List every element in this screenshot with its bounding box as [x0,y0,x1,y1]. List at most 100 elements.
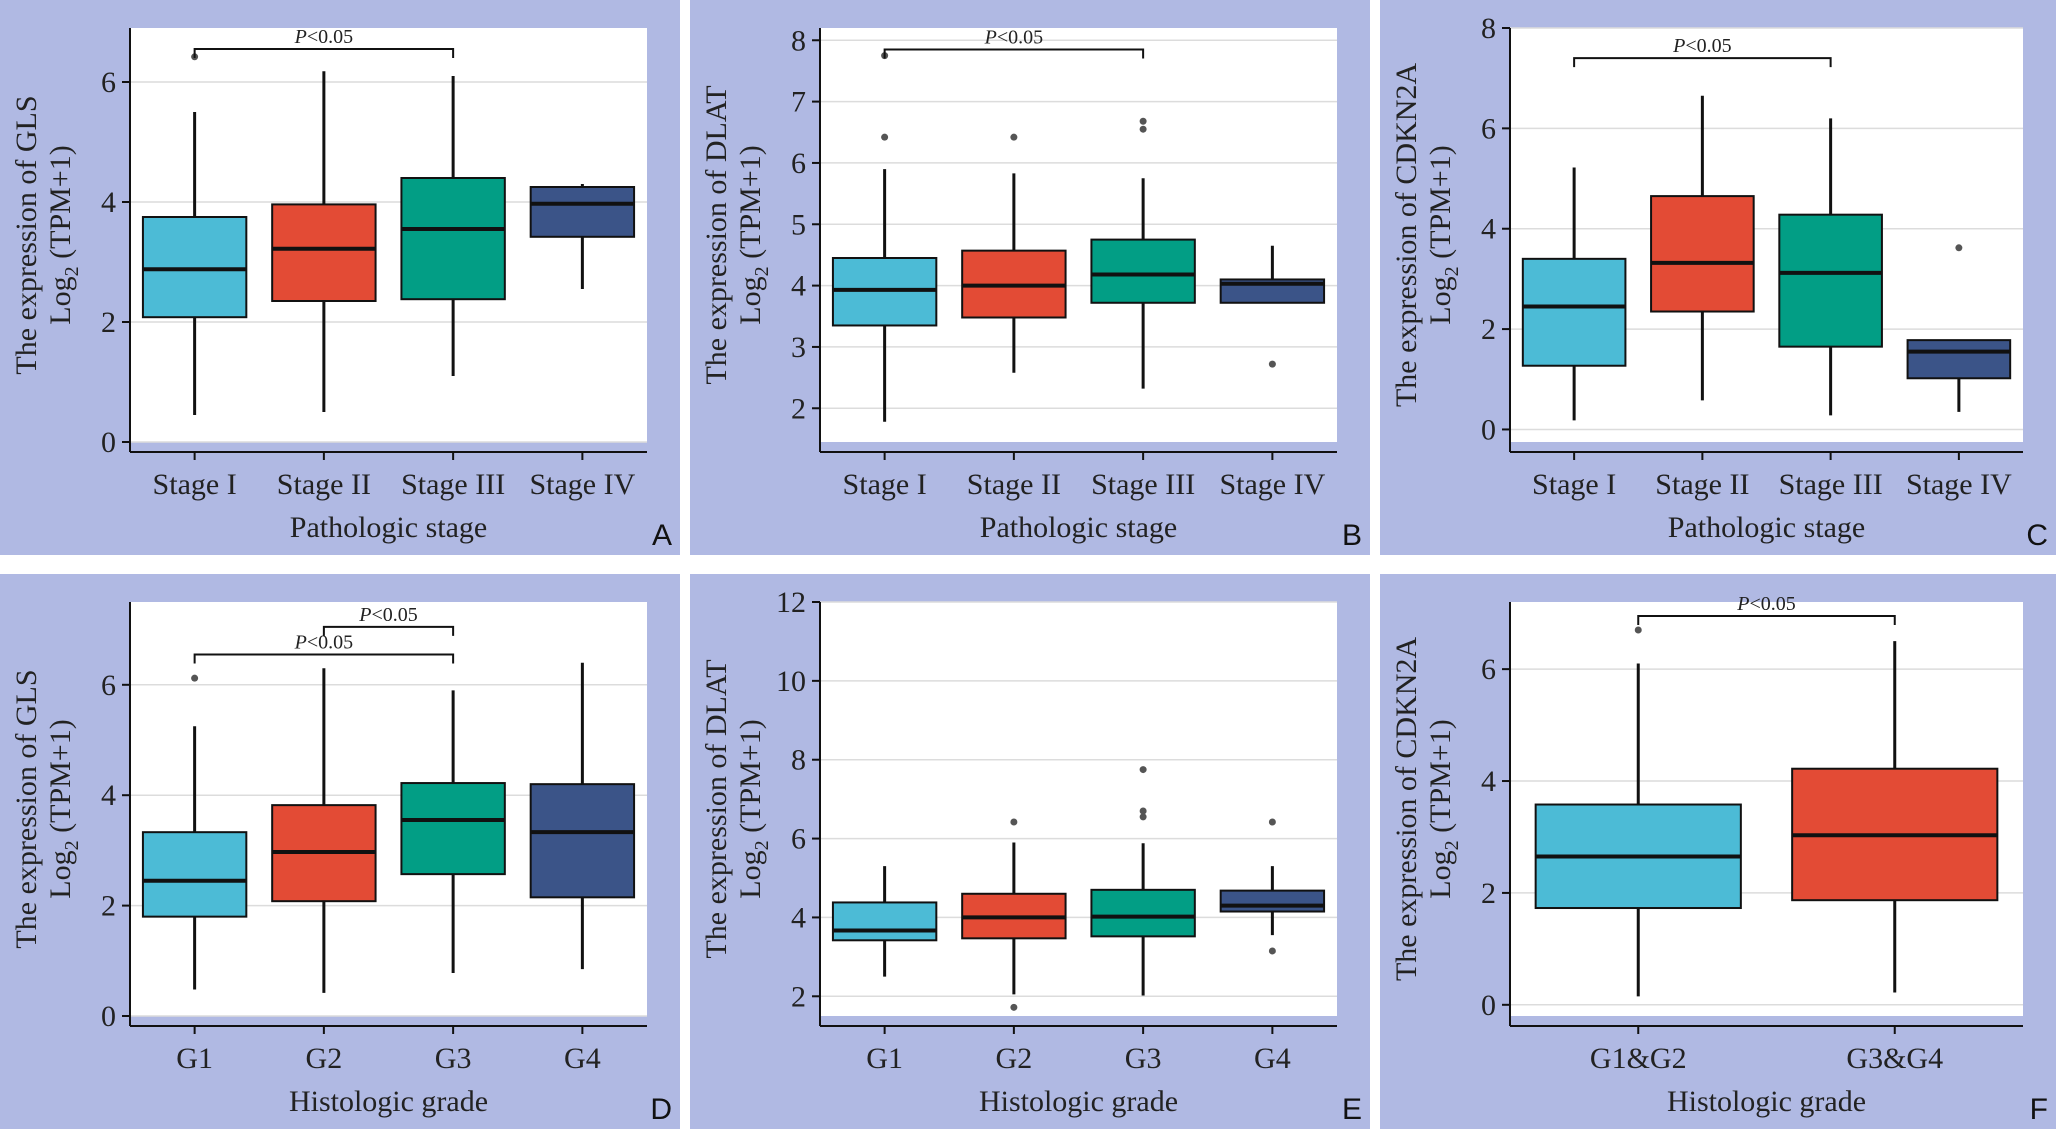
box [400,177,506,301]
y-tick-label: 6 [101,669,116,702]
x-axis-label: Histologic grade [289,1085,488,1118]
y-tick-label: 4 [101,186,116,219]
y-tick-label: 6 [791,823,806,856]
x-tick-label: Stage IV [1219,468,1325,501]
box [1090,238,1196,304]
significance-label: P<0.05 [294,26,354,48]
outlier-point [1010,133,1018,141]
y-axis-label: The expression of DLAT [700,85,733,384]
y-tick-label: 0 [101,1000,116,1033]
y-tick-label: 6 [1481,653,1496,686]
y-tick-label: 2 [791,392,806,425]
box [141,216,248,319]
y-tick-label: 8 [791,24,806,57]
chart-d: P<0.05P<0.05 0 2 4 6 G1 G2 G3 G4 Histologic grade… [0,574,680,1129]
plot-area [820,28,1337,442]
y-tick-label: 4 [1481,765,1496,798]
significance-bracket [1637,614,1896,625]
x-tick-label: Stage I [153,468,237,501]
significance-label: P<0.05 [1672,35,1732,57]
significance-label: P<0.05 [358,604,418,626]
x-tick-label: Stage III [1091,468,1195,501]
outlier-point [1139,766,1147,774]
outlier-point [1010,1003,1018,1011]
outlier-point [1010,818,1018,826]
box [529,186,636,238]
chart-c: P<0.05 0 2 4 6 8 Stage I Stage II Stage III Stage… [1380,0,2056,555]
x-tick-label: G4 [1254,1042,1291,1075]
y-tick-label: 4 [1481,213,1496,246]
x-tick-label: Stage III [401,468,505,501]
panel-letter: A [652,519,672,552]
x-tick-label: G1&G2 [1590,1042,1687,1075]
x-axis-label: Pathologic stage [1668,511,1865,544]
significance-bracket [193,653,455,664]
y-tick-label: 0 [1481,413,1496,446]
box [1650,195,1755,313]
plot-area [1510,28,2023,442]
outlier-point [1268,947,1276,955]
x-axis-label: Pathologic stage [980,511,1177,544]
chart-b: P<0.05 2 3 4 5 6 7 8 Stage I Stage II Stage III Sta… [690,0,1370,555]
x-tick-label: Stage II [1655,468,1749,501]
outlier-point [1139,125,1147,133]
significance-label: P<0.05 [294,631,354,653]
y-tick-label: 4 [791,270,806,303]
panel-letter: C [2026,519,2048,552]
y-axis-label: The expression of GLS [10,95,43,374]
y-tick-label: 6 [101,66,116,99]
outlier-point [1268,360,1276,368]
x-tick-label: Stage I [843,468,927,501]
x-axis-label: Pathologic stage [290,511,487,544]
significance-bracket [322,625,455,636]
y-tick-label: 6 [1481,112,1496,145]
box [141,831,248,918]
y-axis-label-units: Log2 (TPM+1) [44,145,83,324]
y-tick-label: 8 [791,744,806,777]
outlier-point [1139,807,1147,815]
box [1906,339,2012,380]
y-tick-label: 0 [101,426,116,459]
y-axis-label-units: Log2 (TPM+1) [734,719,773,898]
x-tick-label: G1 [866,1042,903,1075]
outlier-point [1634,626,1642,634]
y-tick-label: 12 [776,586,806,619]
box [1778,213,1883,348]
x-axis-label: Histologic grade [979,1085,1178,1118]
y-axis-label-units: Log2 (TPM+1) [1424,719,1463,898]
y-tick-label: 2 [791,980,806,1013]
box [1219,889,1326,913]
x-tick-label: G1 [176,1042,213,1075]
y-axis-label: The expression of DLAT [700,659,733,958]
x-axis-label: Histologic grade [1667,1085,1866,1118]
y-axis-label-units: Log2 (TPM+1) [734,145,773,324]
chart-e: 2 4 6 8 10 12 G1 G2 G3 G4 Histologic grade The expr… [690,574,1370,1129]
panel-c: P<0.05 0 2 4 6 8 Stage I Stage II Stage III Stage… [1380,0,2056,555]
x-tick-label: G3&G4 [1846,1042,1943,1075]
y-tick-label: 2 [101,890,116,923]
outlier-point [1955,244,1963,252]
significance-label: P<0.05 [1736,593,1796,615]
outlier-point [881,133,889,141]
x-tick-label: G2 [996,1042,1033,1075]
outlier-point [1268,818,1276,826]
y-tick-label: 10 [776,665,806,698]
significance-label: P<0.05 [984,26,1044,48]
significance-bracket [193,48,455,58]
y-axis-label-units: Log2 (TPM+1) [1424,145,1463,324]
outlier-point [1139,813,1147,821]
y-tick-label: 0 [1481,989,1496,1022]
significance-bracket [1573,57,1832,68]
panel-d: P<0.05 P<0.05 0 2 4 6 G1 G2 G3 G4 Histologic grade… [0,574,680,1129]
panel-letter: D [650,1093,672,1126]
y-tick-label: 2 [1481,877,1496,910]
y-tick-label: 5 [791,208,806,241]
y-axis-label-units: Log2 (TPM+1) [44,719,83,898]
panel-letter: E [1342,1093,1362,1126]
x-tick-label: Stage IV [1906,468,2012,501]
x-tick-label: G2 [306,1042,343,1075]
significance-bracket [883,48,1145,59]
box [831,901,938,942]
x-tick-label: Stage III [1779,468,1883,501]
